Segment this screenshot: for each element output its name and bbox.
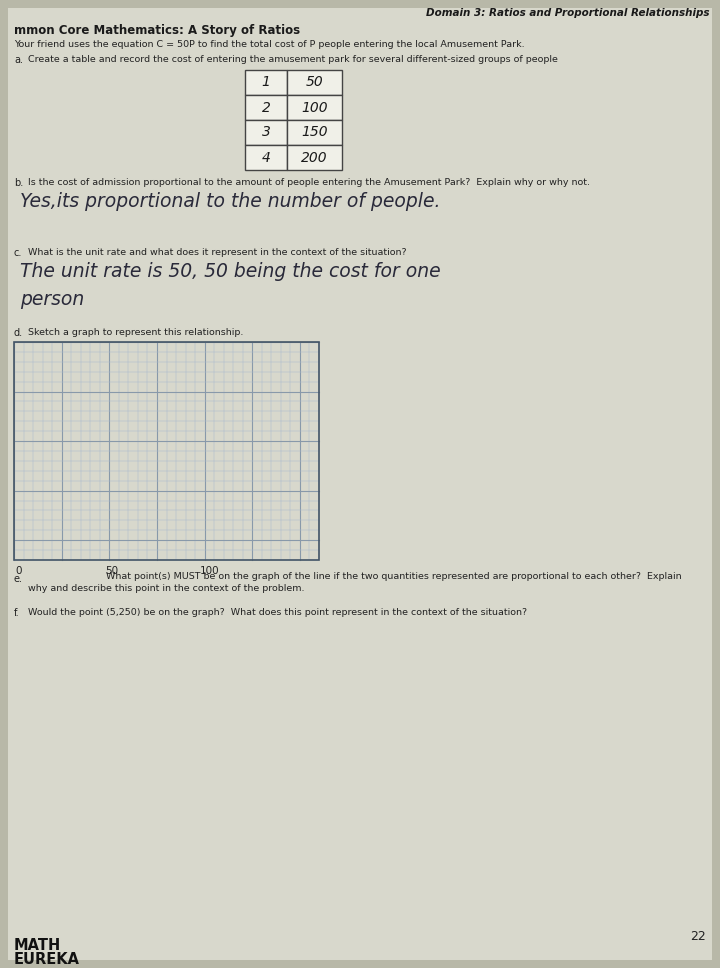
Bar: [287, 120, 342, 145]
Text: 50: 50: [105, 566, 118, 576]
Text: mmon Core Mathematics: A Story of Ratios: mmon Core Mathematics: A Story of Ratios: [14, 24, 300, 37]
Bar: [245, 145, 287, 170]
Text: EUREKA: EUREKA: [14, 952, 80, 967]
Text: Yes,its proportional to the number of people.: Yes,its proportional to the number of pe…: [20, 192, 441, 211]
Bar: [287, 145, 342, 170]
Text: person: person: [20, 290, 84, 309]
Text: What is the unit rate and what does it represent in the context of the situation: What is the unit rate and what does it r…: [28, 248, 407, 257]
Bar: [287, 95, 342, 120]
Text: 2: 2: [261, 101, 271, 114]
Text: d.: d.: [14, 328, 23, 338]
Text: 4: 4: [261, 150, 271, 165]
Text: f.: f.: [14, 608, 19, 618]
Text: 50: 50: [305, 76, 323, 89]
Text: b.: b.: [14, 178, 23, 188]
Text: 100: 100: [199, 566, 219, 576]
Text: The unit rate is 50, 50 being the cost for one: The unit rate is 50, 50 being the cost f…: [20, 262, 441, 281]
Text: why and describe this point in the context of the problem.: why and describe this point in the conte…: [28, 584, 305, 593]
Text: Is the cost of admission proportional to the amount of people entering the Amuse: Is the cost of admission proportional to…: [28, 178, 590, 187]
Text: 100: 100: [301, 101, 328, 114]
Text: 200: 200: [301, 150, 328, 165]
Bar: [14, 342, 319, 560]
Text: e.: e.: [14, 574, 23, 584]
Text: Would the point (5,250) be on the graph?  What does this point represent in the : Would the point (5,250) be on the graph?…: [28, 608, 527, 617]
Text: 0: 0: [15, 566, 22, 576]
Text: 1: 1: [261, 76, 271, 89]
Bar: [245, 120, 287, 145]
Text: Your friend uses the equation C = 50P to find the total cost of P people enterin: Your friend uses the equation C = 50P to…: [14, 40, 525, 49]
Bar: [287, 70, 342, 95]
Text: c.: c.: [14, 248, 22, 258]
Text: Create a table and record the cost of entering the amusement park for several di: Create a table and record the cost of en…: [28, 55, 558, 64]
Text: 3: 3: [261, 126, 271, 139]
Text: Domain 3: Ratios and Proportional Relationships: Domain 3: Ratios and Proportional Relati…: [426, 8, 710, 18]
Bar: [245, 95, 287, 120]
Text: What point(s) MUST be on the graph of the line if the two quantities represented: What point(s) MUST be on the graph of th…: [106, 572, 682, 581]
Text: Sketch a graph to represent this relationship.: Sketch a graph to represent this relatio…: [28, 328, 243, 337]
Text: a.: a.: [14, 55, 23, 65]
Text: MATH: MATH: [14, 938, 61, 953]
Bar: [245, 70, 287, 95]
Text: 22: 22: [690, 930, 706, 943]
Text: 150: 150: [301, 126, 328, 139]
